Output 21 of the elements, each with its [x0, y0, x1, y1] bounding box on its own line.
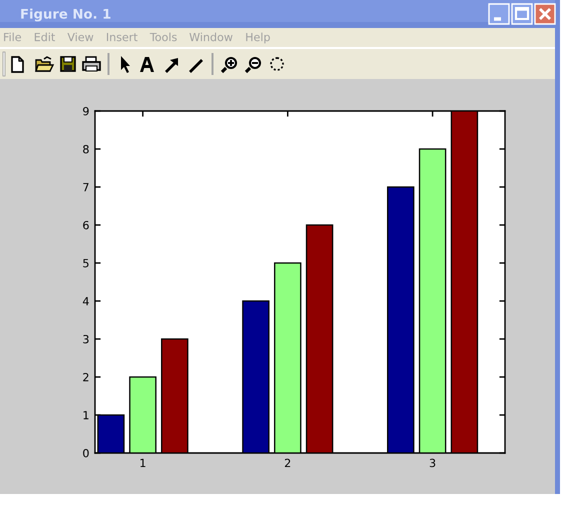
x-tick-label: 1: [140, 458, 146, 467]
y-tick-label: 4: [82, 297, 89, 306]
x-tick-label: 2: [284, 458, 290, 467]
y-tick-label: 2: [83, 372, 88, 382]
y-tick-label: 5: [83, 259, 88, 268]
y-tick-label: 8: [83, 144, 89, 154]
x-tick-label: 3: [430, 458, 436, 468]
y-tick-label: 1: [84, 411, 88, 420]
chart-title: Figure No. 1: [21, 8, 110, 22]
text: File: [4, 32, 22, 42]
y-tick-label: 7: [83, 183, 88, 192]
text: View: [67, 32, 94, 42]
text: Tools: [150, 32, 177, 42]
text: Edit: [34, 32, 55, 42]
y-tick-label: 6: [83, 220, 89, 230]
text: Help: [246, 32, 270, 44]
y-tick-label: 0: [83, 448, 89, 458]
text: Insert: [106, 32, 138, 42]
text: Window: [189, 32, 232, 42]
y-tick-label: 9: [83, 106, 89, 116]
y-tick-label: 3: [83, 334, 89, 344]
